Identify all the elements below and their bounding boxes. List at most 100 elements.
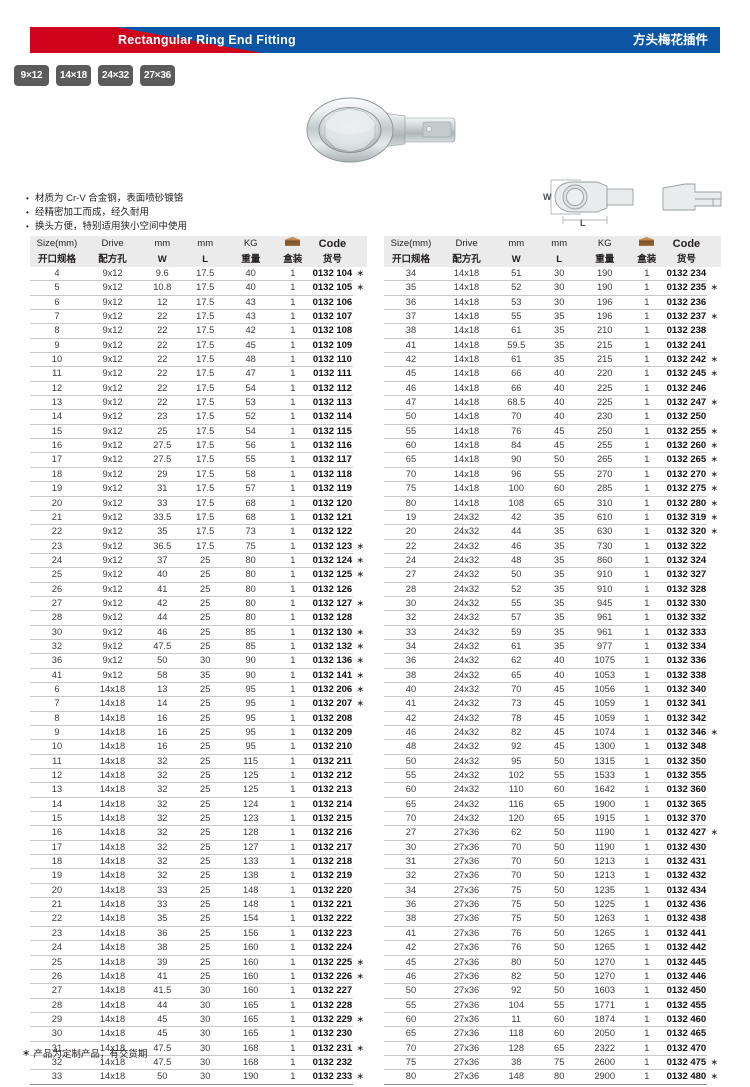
spec-cell-code[interactable]: 0132 226 [311, 969, 354, 985]
spec-cell-code[interactable]: 0132 441 [665, 926, 708, 942]
spec-cell-code[interactable]: 0132 333 [665, 625, 708, 640]
spec-cell-code[interactable]: 0132 130 [311, 625, 354, 640]
spec-cell-code[interactable]: 0132 113 [311, 395, 354, 411]
spec-cell-code[interactable]: 0132 223 [311, 926, 354, 942]
spec-cell-code[interactable]: 0132 480 [665, 1069, 708, 1085]
spec-cell-code[interactable]: 0132 119 [311, 481, 354, 497]
spec-cell-code[interactable]: 0132 446 [665, 969, 708, 985]
spec-cell-code[interactable]: 0132 341 [665, 696, 708, 712]
spec-cell-code[interactable]: 0132 209 [311, 725, 354, 741]
spec-cell-code[interactable]: 0132 110 [311, 352, 354, 368]
spec-cell-code[interactable]: 0132 324 [665, 553, 708, 569]
spec-cell-code[interactable]: 0132 212 [311, 768, 354, 784]
spec-cell-code[interactable]: 0132 260 [665, 438, 708, 454]
spec-cell-code[interactable]: 0132 475 [665, 1055, 708, 1071]
spec-cell-code[interactable]: 0132 116 [311, 438, 354, 454]
spec-cell-code[interactable]: 0132 431 [665, 854, 708, 870]
spec-cell-code[interactable]: 0132 225 [311, 955, 354, 970]
spec-cell-code[interactable]: 0132 213 [311, 782, 354, 798]
spec-cell-code[interactable]: 0132 432 [665, 868, 708, 884]
spec-cell-code[interactable]: 0132 123 [311, 539, 354, 554]
spec-cell-code[interactable]: 0132 438 [665, 911, 708, 927]
spec-cell-code[interactable]: 0132 117 [311, 452, 354, 468]
spec-cell-code[interactable]: 0132 108 [311, 323, 354, 339]
spec-cell-code[interactable]: 0132 105 [311, 280, 354, 296]
spec-cell-code[interactable]: 0132 124 [311, 553, 354, 569]
drive-size-badge-2[interactable]: 24×32 [98, 65, 133, 86]
spec-cell-code[interactable]: 0132 211 [311, 754, 354, 770]
spec-cell-code[interactable]: 0132 336 [665, 653, 708, 669]
spec-cell-code[interactable]: 0132 224 [311, 940, 354, 956]
spec-cell-code[interactable]: 0132 235 [665, 280, 708, 296]
spec-cell-code[interactable]: 0132 245 [665, 366, 708, 382]
spec-cell-code[interactable]: 0132 127 [311, 596, 354, 612]
spec-cell-code[interactable]: 0132 350 [665, 754, 708, 770]
spec-cell-code[interactable]: 0132 227 [311, 983, 354, 999]
spec-cell-code[interactable]: 0132 370 [665, 811, 708, 827]
spec-cell-code[interactable]: 0132 250 [665, 409, 708, 425]
spec-cell-code[interactable]: 0132 338 [665, 668, 708, 683]
spec-cell-code[interactable]: 0132 231 [311, 1041, 354, 1056]
spec-cell-code[interactable]: 0132 322 [665, 539, 708, 554]
spec-cell-code[interactable]: 0132 125 [311, 567, 354, 583]
spec-cell-code[interactable]: 0132 219 [311, 868, 354, 884]
spec-cell-code[interactable]: 0132 128 [311, 610, 354, 626]
spec-cell-code[interactable]: 0132 234 [665, 267, 708, 282]
spec-cell-code[interactable]: 0132 229 [311, 1012, 354, 1028]
spec-cell-code[interactable]: 0132 319 [665, 510, 708, 526]
spec-cell-code[interactable]: 0132 246 [665, 381, 708, 397]
spec-cell-code[interactable]: 0132 122 [311, 524, 354, 540]
spec-cell-code[interactable]: 0132 232 [311, 1055, 354, 1071]
spec-cell-code[interactable]: 0132 221 [311, 897, 354, 913]
spec-cell-code[interactable]: 0132 348 [665, 739, 708, 755]
spec-cell-code[interactable]: 0132 430 [665, 840, 708, 856]
spec-cell-code[interactable]: 0132 132 [311, 639, 354, 655]
spec-cell-code[interactable]: 0132 214 [311, 797, 354, 813]
spec-cell-code[interactable]: 0132 230 [311, 1026, 354, 1042]
spec-cell-code[interactable]: 0132 236 [665, 295, 708, 311]
spec-cell-code[interactable]: 0132 217 [311, 840, 354, 856]
drive-size-badge-1[interactable]: 14×18 [56, 65, 91, 86]
spec-cell-code[interactable]: 0132 107 [311, 309, 354, 325]
spec-cell-code[interactable]: 0132 360 [665, 782, 708, 798]
spec-cell-code[interactable]: 0132 427 [665, 825, 708, 841]
spec-cell-code[interactable]: 0132 237 [665, 309, 708, 325]
spec-cell-code[interactable]: 0132 109 [311, 338, 354, 354]
spec-cell-code[interactable]: 0132 436 [665, 897, 708, 913]
spec-cell-code[interactable]: 0132 275 [665, 481, 708, 497]
drive-size-badge-3[interactable]: 27×36 [140, 65, 175, 86]
spec-cell-code[interactable]: 0132 355 [665, 768, 708, 784]
spec-cell-code[interactable]: 0132 247 [665, 395, 708, 411]
spec-cell-code[interactable]: 0132 208 [311, 711, 354, 727]
spec-cell-code[interactable]: 0132 265 [665, 452, 708, 468]
spec-cell-code[interactable]: 0132 328 [665, 582, 708, 597]
spec-cell-code[interactable]: 0132 206 [311, 682, 354, 698]
spec-cell-code[interactable]: 0132 442 [665, 940, 708, 956]
spec-cell-code[interactable]: 0132 280 [665, 496, 708, 511]
spec-cell-code[interactable]: 0132 327 [665, 567, 708, 583]
spec-cell-code[interactable]: 0132 434 [665, 883, 708, 899]
spec-cell-code[interactable]: 0132 222 [311, 911, 354, 927]
spec-cell-code[interactable]: 0132 104 [311, 267, 354, 282]
spec-cell-code[interactable]: 0132 238 [665, 323, 708, 339]
spec-cell-code[interactable]: 0132 270 [665, 467, 708, 483]
spec-cell-code[interactable]: 0132 255 [665, 424, 708, 440]
spec-cell-code[interactable]: 0132 115 [311, 424, 354, 440]
spec-cell-code[interactable]: 0132 207 [311, 696, 354, 712]
spec-cell-code[interactable]: 0132 215 [311, 811, 354, 827]
spec-cell-code[interactable]: 0132 332 [665, 610, 708, 626]
spec-cell-code[interactable]: 0132 465 [665, 1026, 708, 1042]
spec-cell-code[interactable]: 0132 111 [311, 366, 354, 382]
spec-cell-code[interactable]: 0132 241 [665, 338, 708, 354]
spec-cell-code[interactable]: 0132 141 [311, 668, 354, 683]
spec-cell-code[interactable]: 0132 218 [311, 854, 354, 870]
spec-cell-code[interactable]: 0132 112 [311, 381, 354, 397]
spec-cell-code[interactable]: 0132 346 [665, 725, 708, 741]
spec-cell-code[interactable]: 0132 365 [665, 797, 708, 813]
spec-cell-code[interactable]: 0132 121 [311, 510, 354, 526]
spec-cell-code[interactable]: 0132 114 [311, 409, 354, 425]
spec-cell-code[interactable]: 0132 118 [311, 467, 354, 483]
spec-cell-code[interactable]: 0132 340 [665, 682, 708, 698]
spec-cell-code[interactable]: 0132 342 [665, 711, 708, 727]
spec-cell-code[interactable]: 0132 216 [311, 825, 354, 841]
